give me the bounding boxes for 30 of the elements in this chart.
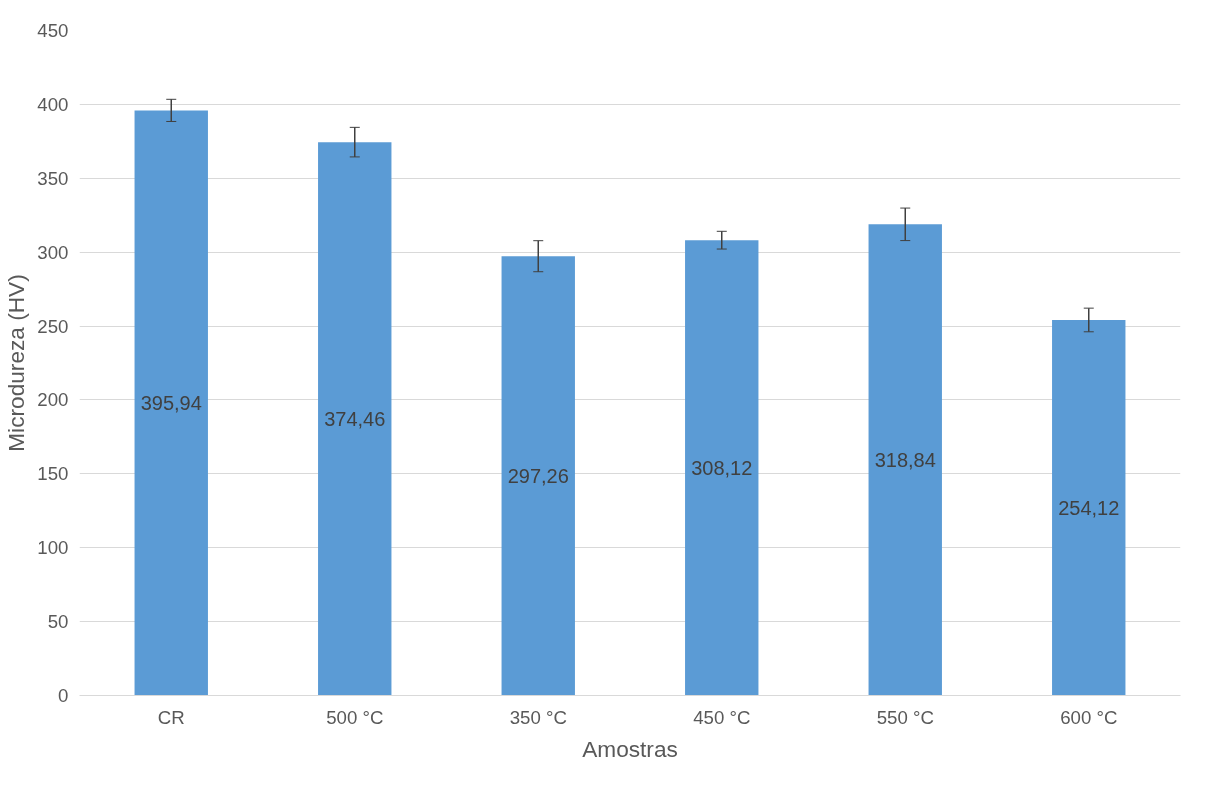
y-axis-title: Microdureza (HV) [3, 274, 30, 452]
bar [685, 240, 759, 696]
x-tick-label: 500 °C [326, 706, 384, 728]
data-label: 308,12 [691, 456, 753, 479]
data-label: 297,26 [507, 464, 569, 487]
data-label: 318,84 [874, 448, 936, 471]
y-tick-label: 300 [37, 241, 69, 263]
bar [868, 224, 942, 696]
x-tick-label: 350 °C [509, 706, 567, 728]
y-tick-label: 50 [47, 611, 69, 633]
x-tick-label: CR [157, 706, 185, 728]
data-label: 395,94 [140, 391, 202, 414]
y-tick-label: 200 [37, 389, 69, 411]
y-tick-label: 400 [37, 93, 69, 115]
y-tick-label: 250 [37, 315, 69, 337]
x-tick-label: 600 °C [1060, 706, 1118, 728]
bar [501, 256, 575, 696]
data-label: 254,12 [1058, 496, 1120, 519]
bar [318, 142, 392, 696]
bar [1052, 319, 1126, 696]
x-tick-label: 550 °C [876, 706, 934, 728]
y-tick-label: 100 [37, 537, 69, 559]
y-tick-label: 450 [37, 20, 69, 41]
y-tick-label: 350 [37, 167, 69, 189]
bar [134, 110, 208, 696]
y-tick-label: 150 [37, 463, 69, 485]
x-axis-title: Amostras [582, 735, 678, 762]
x-tick-label: 450 °C [693, 706, 751, 728]
data-label: 374,46 [324, 407, 386, 430]
y-tick-label: 0 [58, 685, 69, 706]
